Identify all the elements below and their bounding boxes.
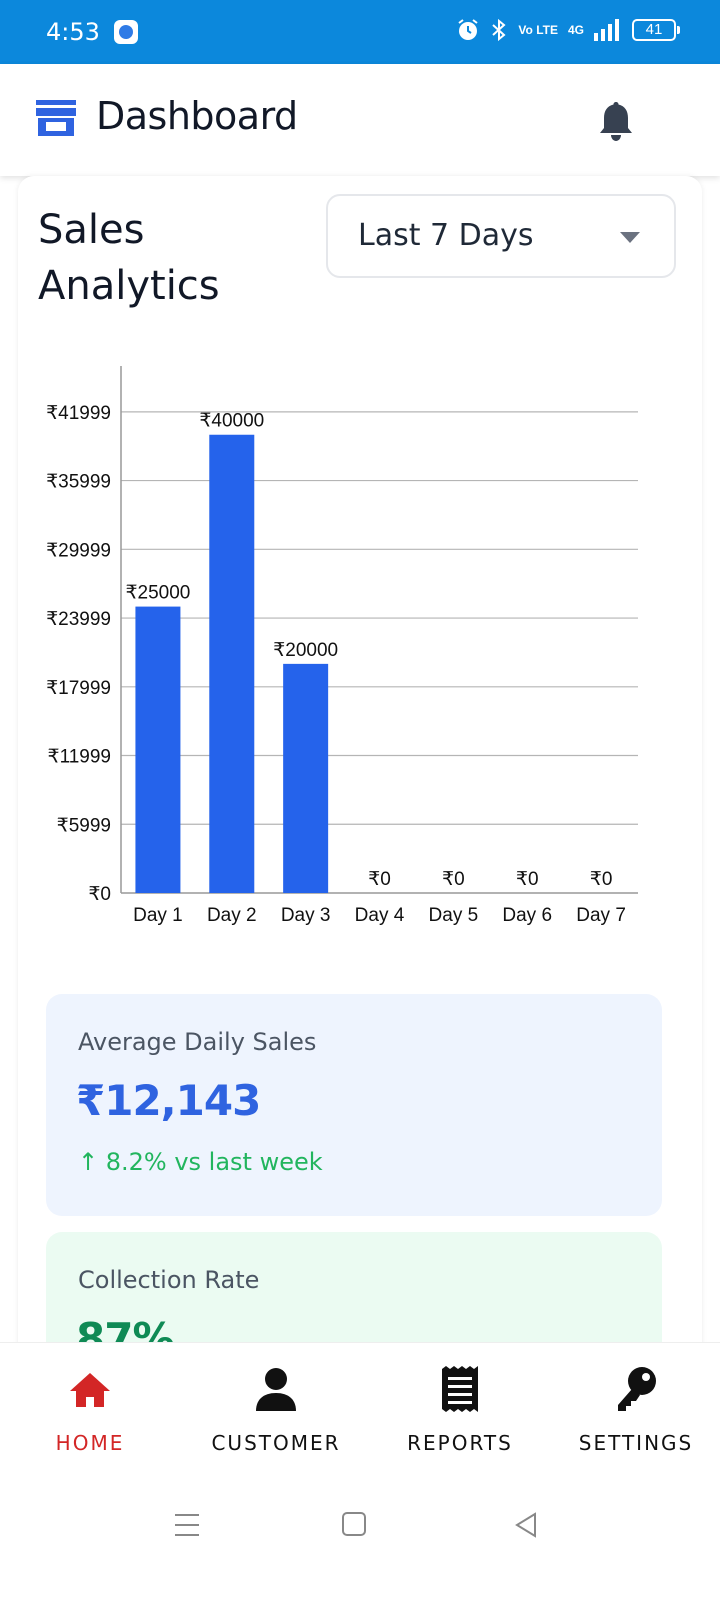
- key-icon: [618, 1367, 656, 1411]
- y-tick-label: ₹29999: [46, 540, 111, 561]
- x-tick-label: Day 6: [502, 905, 552, 926]
- home-button[interactable]: [342, 1512, 366, 1536]
- y-tick-label: ₹11999: [47, 747, 111, 768]
- nav-reports[interactable]: REPORTS: [370, 1343, 550, 1477]
- bar: [209, 434, 255, 893]
- data-label: ₹0: [590, 869, 613, 890]
- nav-label: SETTINGS: [578, 1431, 694, 1455]
- data-label: ₹0: [368, 869, 391, 890]
- status-bar: 4:53 Vo LTE 4G 41: [0, 0, 720, 64]
- bottom-navigation: HOME CUSTOMER REPORTS SETTINGS: [0, 1342, 720, 1476]
- app-header: Dashboard: [0, 64, 720, 176]
- data-label: ₹40000: [199, 411, 264, 432]
- y-tick-label: ₹17999: [46, 678, 111, 699]
- app-notification-icon: [114, 20, 138, 44]
- data-label: ₹0: [516, 869, 539, 890]
- chevron-down-icon: [620, 232, 640, 243]
- x-tick-label: Day 1: [133, 905, 183, 926]
- battery-icon: 41: [632, 19, 680, 41]
- signal-icon: [594, 19, 619, 41]
- data-label: ₹0: [442, 869, 465, 890]
- bar: [135, 606, 181, 893]
- x-tick-label: Day 4: [355, 905, 405, 926]
- stat-value: ₹12,143: [76, 1076, 261, 1125]
- system-navigation-bar: [0, 1476, 720, 1600]
- volte-label: Vo LTE: [518, 22, 558, 37]
- nav-label: CUSTOMER: [211, 1431, 341, 1455]
- nav-label: HOME: [55, 1431, 125, 1455]
- nav-home[interactable]: HOME: [0, 1343, 180, 1477]
- data-label: ₹20000: [273, 640, 338, 661]
- recent-apps-button[interactable]: [175, 1514, 199, 1536]
- x-tick-label: Day 7: [576, 905, 626, 926]
- y-tick-label: ₹41999: [46, 403, 111, 424]
- data-label: ₹25000: [125, 583, 190, 604]
- stat-label: Collection Rate: [78, 1266, 260, 1294]
- x-tick-label: Day 3: [281, 905, 331, 926]
- alarm-icon: [458, 19, 479, 40]
- stat-trend: ↑ 8.2% vs last week: [78, 1148, 323, 1176]
- bluetooth-icon: [492, 18, 506, 42]
- period-selected-value: Last 7 Days: [358, 218, 534, 253]
- period-dropdown[interactable]: Last 7 Days: [326, 194, 676, 278]
- nav-customer[interactable]: CUSTOMER: [186, 1343, 366, 1477]
- person-icon: [256, 1368, 296, 1411]
- y-tick-label: ₹5999: [57, 815, 111, 836]
- chart-svg: ₹0 ₹5999 ₹11999 ₹17999 ₹23999 ₹29999 ₹35999 ₹41…: [46, 366, 638, 926]
- bar: [283, 663, 329, 893]
- x-tick-label: Day 5: [429, 905, 479, 926]
- status-time: 4:53: [46, 18, 100, 46]
- bell-icon[interactable]: [596, 100, 636, 142]
- nav-label: REPORTS: [407, 1431, 513, 1455]
- section-title: Sales Analytics: [38, 207, 220, 309]
- y-tick-label: ₹23999: [46, 609, 111, 630]
- x-tick-label: Day 2: [207, 905, 257, 926]
- home-icon: [70, 1373, 110, 1407]
- sales-analytics-card: Sales Analytics Last 7 Days ₹0 ₹5999 ₹1199…: [18, 176, 702, 1372]
- sales-bar-chart: ₹0 ₹5999 ₹11999 ₹17999 ₹23999 ₹29999 ₹35999 ₹41…: [18, 366, 702, 956]
- back-button[interactable]: [514, 1512, 538, 1538]
- y-tick-label: ₹0: [88, 884, 111, 905]
- status-icons: Vo LTE 4G 41: [456, 18, 680, 42]
- receipt-icon: [442, 1366, 478, 1412]
- average-daily-sales-card: Average Daily Sales ₹12,143 ↑ 8.2% vs la…: [46, 994, 662, 1216]
- nav-settings[interactable]: SETTINGS: [546, 1343, 720, 1477]
- store-icon: [36, 100, 76, 136]
- network-type: 4G: [567, 22, 584, 37]
- y-tick-label: ₹35999: [46, 472, 111, 493]
- stat-label: Average Daily Sales: [78, 1028, 317, 1056]
- page-title: Dashboard: [96, 94, 298, 138]
